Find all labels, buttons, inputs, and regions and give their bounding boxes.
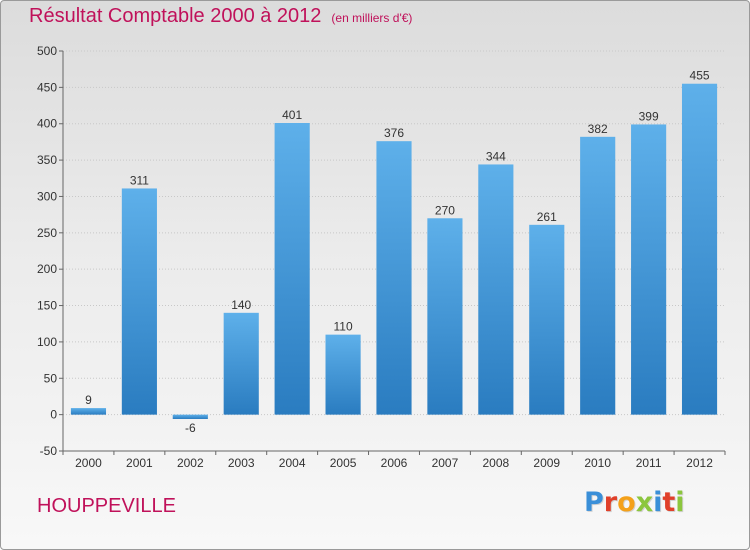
y-tick-label: 350 (37, 153, 57, 167)
value-labels: 9 311 -6 140 401 110 376 270 344 261 382 399 455 (85, 69, 710, 435)
bar (376, 141, 412, 415)
x-tick-label: 2001 (126, 456, 153, 470)
x-tick-label: 2004 (279, 456, 306, 470)
x-tick-label: 2010 (584, 456, 611, 470)
y-tick-label: -50 (40, 444, 58, 458)
y-tick-label: 300 (37, 189, 57, 203)
y-tick-label: 50 (44, 371, 58, 385)
data-label: 399 (639, 109, 659, 123)
logo-letter: o (617, 487, 636, 518)
bar (121, 188, 157, 415)
y-tick-label: 200 (37, 262, 57, 276)
bar (325, 334, 361, 415)
bar (274, 123, 310, 415)
logo-letter: t (662, 487, 676, 518)
bar (681, 83, 718, 415)
y-tick-label: 150 (37, 299, 57, 313)
data-label: 311 (130, 173, 149, 187)
axes: -50 0 50 100 150 200 250 300 350 400 450 500 2000 200… (37, 44, 726, 470)
y-tick-label: 400 (37, 117, 57, 131)
x-tick-label: 2009 (533, 456, 560, 470)
y-tick-label: 100 (37, 335, 57, 349)
y-tick-label: 0 (50, 408, 57, 422)
bar (631, 124, 667, 415)
data-label: 270 (435, 203, 455, 217)
logo-letter: P (584, 487, 604, 518)
chart-title-main: Résultat Comptable 2000 à 2012 (29, 5, 322, 27)
y-tick-label: 500 (37, 44, 57, 58)
data-label: 455 (690, 69, 710, 83)
data-label: 344 (486, 149, 506, 163)
logo-letter: x (635, 487, 654, 518)
bar (478, 164, 514, 415)
data-label: -6 (185, 421, 196, 435)
data-label: 140 (231, 298, 251, 312)
x-tick-label: 2007 (432, 456, 459, 470)
bar (427, 218, 463, 415)
bar (580, 136, 616, 415)
data-label: 261 (537, 210, 557, 224)
bars (70, 83, 718, 419)
y-tick-label: 250 (37, 226, 57, 240)
logo-letter: i (675, 487, 685, 518)
logo-letter: i (653, 487, 663, 518)
data-label: 401 (282, 108, 302, 122)
x-tick-label: 2008 (482, 456, 509, 470)
data-label: 110 (334, 320, 353, 334)
x-tick-label: 2000 (75, 456, 102, 470)
x-tick-label: 2011 (636, 456, 662, 470)
commune-name: HOUPPEVILLE (37, 495, 176, 517)
data-label: 376 (384, 126, 404, 140)
y-tick-label: 450 (37, 80, 57, 94)
data-label: 382 (588, 122, 608, 136)
bar (529, 224, 565, 415)
x-tick-label: 2002 (177, 456, 204, 470)
x-tick-label: 2003 (228, 456, 255, 470)
bar (172, 414, 208, 419)
chart-subtitle: (en milliers d'€) (331, 11, 413, 25)
logo-letter: r (603, 487, 618, 518)
bar (223, 312, 259, 415)
data-label: 9 (85, 393, 92, 407)
bar (70, 408, 107, 415)
chart-title: Résultat Comptable 2000 à 2012 (en millie… (29, 5, 412, 28)
x-tick-label: 2005 (330, 456, 357, 470)
proxiti-logo: Proxiti (584, 487, 685, 518)
x-tick-label: 2012 (686, 456, 713, 470)
x-tick-label: 2006 (381, 456, 408, 470)
